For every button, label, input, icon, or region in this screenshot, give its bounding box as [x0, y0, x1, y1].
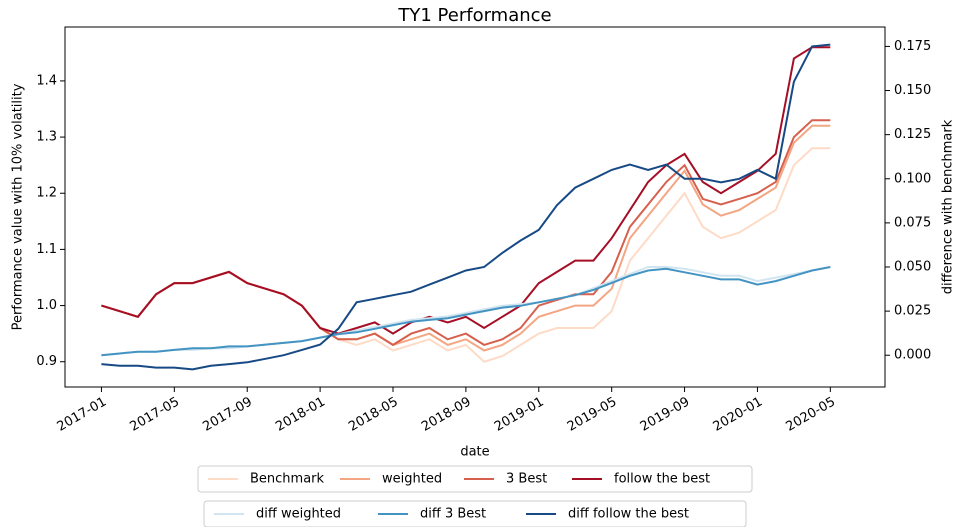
y2-tick-label: 0.025: [894, 304, 931, 319]
x-tick-label: 2020-01: [711, 395, 766, 435]
x-tick-label: 2019-01: [492, 395, 547, 435]
series-line: [101, 266, 831, 357]
x-tick-label: 2020-05: [784, 395, 839, 435]
plot-frame: [64, 26, 886, 388]
y2-tick-label: 0.075: [894, 215, 931, 230]
y-tick-label: 1.1: [36, 242, 57, 257]
x-tick-label: 2017-05: [128, 395, 183, 435]
x-tick-label: 2017-09: [200, 395, 255, 435]
legend-label: Benchmark: [250, 472, 325, 487]
y2-tick-label: 0.000: [894, 348, 931, 363]
y-tick-label: 1.2: [36, 186, 57, 201]
x-tick-label: 2019-09: [638, 395, 693, 435]
legend-label: diff follow the best: [568, 507, 689, 522]
y2-tick-label: 0.150: [894, 83, 931, 98]
x-tick-label: 2018-01: [273, 395, 328, 435]
x-tick-label: 2017-01: [55, 395, 110, 435]
y-tick-label: 1.4: [36, 73, 57, 88]
y2-tick-label: 0.050: [894, 260, 931, 275]
legend-label: diff weighted: [256, 507, 341, 522]
y-tick-label: 0.9: [36, 354, 57, 369]
series-line: [101, 266, 831, 357]
series-line: [101, 43, 831, 371]
legend-label: 3 Best: [506, 472, 547, 487]
y2-tick-label: 0.175: [894, 39, 931, 54]
legend-label: weighted: [382, 472, 442, 487]
chart-title: TY1 Performance: [397, 5, 551, 26]
y-tick-label: 1.0: [36, 298, 57, 313]
x-tick-label: 2018-09: [419, 395, 474, 435]
x-tick-label: 2018-05: [346, 395, 401, 435]
series-line: [101, 119, 831, 347]
y-tick-label: 1.3: [36, 130, 57, 145]
series-line: [101, 147, 831, 363]
y2-tick-label: 0.100: [894, 171, 931, 186]
legend-label: follow the best: [614, 472, 710, 487]
x-axis-label: date: [460, 445, 489, 460]
y2-axis-label: difference with benchmark: [941, 119, 956, 294]
x-tick-label: 2019-05: [565, 395, 620, 435]
y2-tick-label: 0.125: [894, 127, 931, 142]
legend-label: diff 3 Best: [420, 507, 486, 522]
series-line: [101, 46, 831, 335]
y-axis-label: Performance value with 10% volatility: [11, 83, 26, 330]
